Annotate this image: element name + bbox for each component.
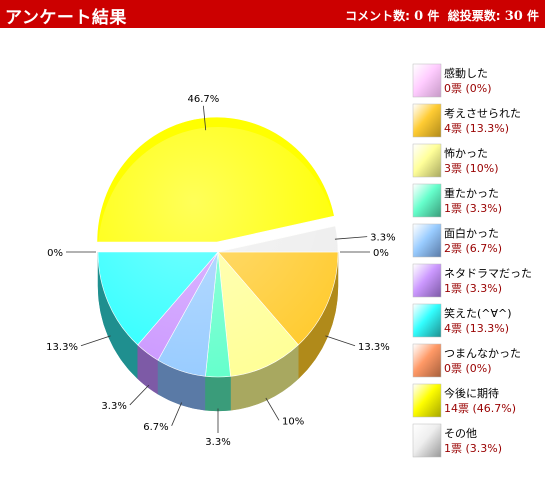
slice-8-leader xyxy=(202,105,207,131)
slice-6-leader xyxy=(80,335,111,347)
legend-swatch xyxy=(412,143,442,178)
legend-value: 1票 (3.3%) xyxy=(444,202,502,215)
legend-item-2: 怖かった 3票 (10%) xyxy=(412,143,499,178)
legend-swatch xyxy=(412,103,442,138)
legend-value: 1票 (3.3%) xyxy=(444,282,502,295)
legend-item-1: 考えさせられた 4票 (13.3%) xyxy=(412,103,521,138)
legend-swatch xyxy=(412,303,442,338)
slice-1-leader xyxy=(325,335,356,347)
legend-swatch xyxy=(412,383,442,418)
slice-2-leader xyxy=(265,397,280,421)
legend-label: 感動した xyxy=(444,66,488,80)
legend-value: 1票 (3.3%) xyxy=(444,442,502,455)
slice-4-percent-label: 6.7% xyxy=(143,422,168,433)
legend-value: 14票 (46.7%) xyxy=(444,402,516,415)
legend-value: 2票 (6.7%) xyxy=(444,242,502,255)
legend-value: 0票 (0%) xyxy=(444,82,492,95)
legend-item-8: 今後に期待 14票 (46.7%) xyxy=(412,383,516,418)
slice-4-leader xyxy=(171,402,183,426)
total-votes-unit: 件 xyxy=(526,9,539,23)
legend-swatch xyxy=(412,423,442,458)
legend-item-5: ネタドラマだった 1票 (3.3%) xyxy=(412,263,532,298)
pie-percent-labels: 0% 13.3% 10% 3.3% 6.7% 3.3% 13.3% 0% 46.7% 3.3% xyxy=(46,94,395,448)
slice-7-percent-label: 0% xyxy=(47,248,63,259)
legend-label: 考えさせられた xyxy=(444,107,521,120)
legend-label: 面白かった xyxy=(444,226,499,240)
comment-count-unit: 件 xyxy=(427,9,440,23)
legend-item-3: 重たかった 1票 (3.3%) xyxy=(412,183,502,218)
legend-value: 4票 (13.3%) xyxy=(444,122,509,135)
legend-label: つまんなかった xyxy=(444,347,521,360)
legend-label: 今後に期待 xyxy=(444,386,499,400)
page-title: アンケート結果 xyxy=(5,8,127,28)
legend-swatch xyxy=(412,223,442,258)
slice-5-leader xyxy=(129,384,150,406)
legend: 感動した 0票 (0%) 考えさせられた 4票 (13.3%) 怖かった 3票 (10%)… xyxy=(412,63,532,458)
slice-3-percent-label: 3.3% xyxy=(205,437,230,448)
slice-9-percent-label: 3.3% xyxy=(370,233,395,244)
legend-value: 3票 (10%) xyxy=(444,162,499,175)
pie-highlight xyxy=(98,127,338,377)
slice-5-percent-label: 3.3% xyxy=(101,401,126,412)
vote-stats: コメント数: 0 件 総投票数: 30 件 xyxy=(345,7,539,24)
comment-count: 0 xyxy=(414,9,424,24)
legend-swatch xyxy=(412,63,442,98)
slice-1-percent-label: 13.3% xyxy=(358,342,390,353)
legend-item-0: 感動した 0票 (0%) xyxy=(412,63,492,98)
legend-label: ネタドラマだった xyxy=(444,267,532,280)
legend-item-6: 笑えた(^∀^) 4票 (13.3%) xyxy=(412,303,512,338)
slice-0-percent-label: 0% xyxy=(373,248,389,259)
slice-2-percent-label: 10% xyxy=(282,416,304,427)
slice-3-side xyxy=(205,376,231,412)
slice-9-leader xyxy=(334,236,368,240)
legend-value: 4票 (13.3%) xyxy=(444,322,509,335)
legend-item-9: その他 1票 (3.3%) xyxy=(412,423,502,458)
legend-swatch xyxy=(412,183,442,218)
legend-item-7: つまんなかった 0票 (0%) xyxy=(412,343,521,378)
legend-label: 重たかった xyxy=(444,186,499,200)
total-votes-count: 30 xyxy=(504,9,523,24)
legend-swatch xyxy=(412,263,442,298)
slice-8-percent-label: 46.7% xyxy=(187,94,219,105)
total-votes-label: 総投票数: xyxy=(447,9,501,23)
legend-swatch xyxy=(412,343,442,378)
legend-label: 笑えた(^∀^) xyxy=(444,306,512,320)
pie-3d xyxy=(96,116,339,412)
comment-count-label: コメント数: xyxy=(345,9,410,23)
legend-label: その他 xyxy=(444,427,477,440)
legend-value: 0票 (0%) xyxy=(444,362,492,375)
results-header: アンケート結果 コメント数: 0 件 総投票数: 30 件 xyxy=(0,0,545,28)
poll-pie-chart: 0% 13.3% 10% 3.3% 6.7% 3.3% 13.3% 0% 46.7% 3.3% 感… xyxy=(46,63,532,458)
slice-6-percent-label: 13.3% xyxy=(46,342,78,353)
legend-item-4: 面白かった 2票 (6.7%) xyxy=(412,223,502,258)
legend-label: 怖かった xyxy=(444,146,488,160)
